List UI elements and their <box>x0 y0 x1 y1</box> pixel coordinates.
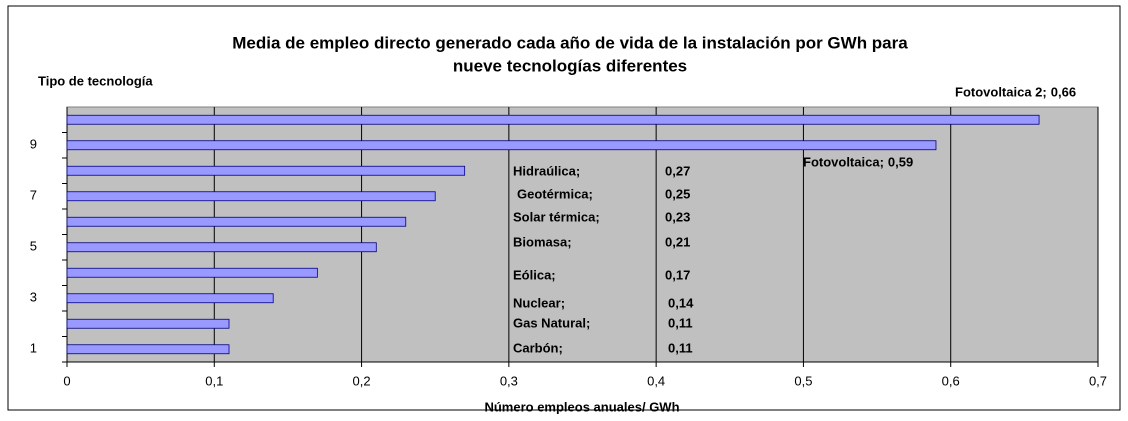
bar <box>66 191 436 202</box>
bar <box>66 293 274 304</box>
bar <box>66 140 937 151</box>
x-tick-label: 0,6 <box>942 373 960 388</box>
bar <box>66 114 1040 125</box>
y-tick-label: 3 <box>30 290 37 305</box>
bar <box>66 216 407 227</box>
data-label-name: Nuclear; <box>513 295 565 310</box>
bar <box>66 165 466 176</box>
x-tick-label: 0,4 <box>647 373 665 388</box>
x-tick-label: 0,2 <box>353 373 371 388</box>
data-label-name: Gas Natural; <box>513 315 590 330</box>
data-label-name: Hidraúlica; <box>513 163 580 178</box>
x-tick-label: 0,5 <box>794 373 812 388</box>
data-label: 0,23 <box>665 209 690 224</box>
chart-title: Media de empleo directo generado cada añ… <box>232 33 908 52</box>
data-label: 0,27 <box>665 163 690 178</box>
x-tick-label: 0,3 <box>500 373 518 388</box>
data-label-name: Biomasa; <box>513 234 572 249</box>
data-label-name: Solar térmica; <box>513 209 600 224</box>
data-label: 0,25 <box>665 186 690 201</box>
data-label: 0,59 <box>888 154 913 169</box>
data-label-name: Fotovoltaica 2; <box>955 84 1047 99</box>
x-axis-title: Número empleos anuales/ GWh <box>484 399 679 414</box>
bar <box>66 242 377 253</box>
data-label-name: Eólica; <box>513 267 556 282</box>
y-tick-label: 9 <box>30 137 37 152</box>
data-label: 0,17 <box>665 267 690 282</box>
data-label-name: Fotovoltaica; <box>803 154 884 169</box>
y-tick-label: 1 <box>30 341 37 356</box>
bar <box>66 344 230 355</box>
y-tick-label: 7 <box>30 188 37 203</box>
x-tick-label: 0,7 <box>1089 373 1107 388</box>
data-label: 0,21 <box>665 234 690 249</box>
x-tick-label: 0,1 <box>205 373 223 388</box>
data-label: 0,66 <box>1051 84 1076 99</box>
bar <box>66 267 318 278</box>
data-label: 0,11 <box>668 315 693 330</box>
data-label-name: Carbón; <box>513 340 563 355</box>
data-label-name: Geotérmica; <box>517 186 593 201</box>
chart-title: nueve tecnologías diferentes <box>453 56 687 75</box>
y-axis-title: Tipo de tecnología <box>38 73 153 88</box>
data-label: 0,14 <box>668 295 694 310</box>
data-label: 0,11 <box>668 340 693 355</box>
bar <box>66 318 230 329</box>
y-tick-label: 5 <box>30 239 37 254</box>
x-tick-label: 0 <box>63 373 70 388</box>
